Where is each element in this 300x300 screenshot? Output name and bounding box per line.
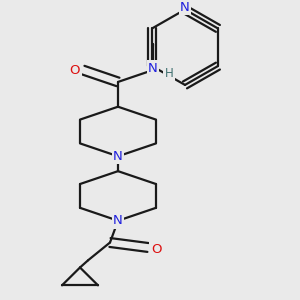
Text: N: N: [148, 61, 158, 75]
Text: N: N: [180, 1, 190, 14]
Text: H: H: [165, 67, 173, 80]
Text: O: O: [70, 64, 80, 76]
Text: O: O: [151, 243, 161, 256]
Text: N: N: [113, 214, 123, 227]
Text: N: N: [113, 150, 123, 163]
